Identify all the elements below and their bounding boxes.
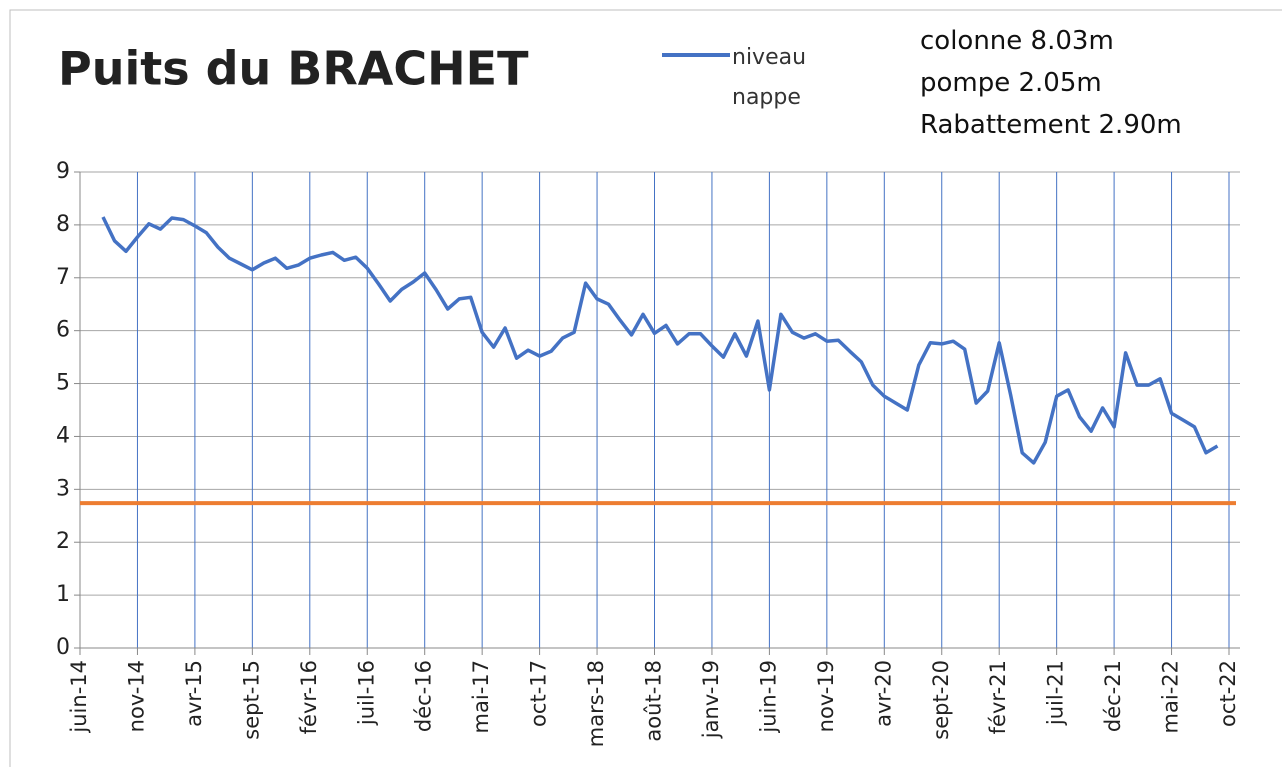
annotation: colonne 8.03m bbox=[920, 26, 1114, 56]
chart-title: Puits du BRACHET bbox=[58, 42, 529, 96]
x-tick-label: nov-14 bbox=[124, 660, 148, 732]
annotation: Rabattement 2.90m bbox=[920, 110, 1182, 140]
x-tick-label: août-18 bbox=[642, 660, 666, 742]
x-tick-label: janv-19 bbox=[699, 660, 723, 739]
x-tick-label: sept-15 bbox=[239, 660, 263, 740]
x-tick-label: avr-20 bbox=[871, 660, 895, 727]
y-tick-label: 3 bbox=[56, 476, 70, 501]
annotation: pompe 2.05m bbox=[920, 68, 1102, 98]
x-tick-label: déc-16 bbox=[412, 660, 436, 732]
x-tick-label: nov-19 bbox=[814, 660, 838, 732]
x-tick-label: mai-22 bbox=[1159, 660, 1183, 733]
x-tick-label: sept-20 bbox=[929, 660, 953, 740]
y-tick-label: 9 bbox=[56, 159, 70, 184]
x-tick-label: déc-21 bbox=[1101, 660, 1125, 732]
data-line bbox=[101, 216, 1219, 465]
x-tick-label: mars-18 bbox=[584, 660, 608, 747]
x-tick-label: juil-21 bbox=[1044, 660, 1068, 726]
x-tick-label: juin-14 bbox=[67, 660, 91, 734]
y-tick-label: 1 bbox=[56, 582, 70, 607]
x-tick-label: oct-17 bbox=[527, 660, 551, 727]
x-tick-label: févr-21 bbox=[986, 660, 1010, 734]
y-tick-label: 7 bbox=[56, 265, 70, 290]
x-tick-label: févr-16 bbox=[297, 660, 321, 734]
y-tick-label: 4 bbox=[56, 423, 70, 448]
y-tick-label: 0 bbox=[56, 635, 70, 660]
legend-label: niveau nappe bbox=[732, 45, 807, 110]
y-tick-label: 2 bbox=[56, 529, 70, 554]
y-tick-label: 8 bbox=[56, 212, 70, 237]
x-tick-label: juin-19 bbox=[756, 660, 780, 734]
x-tick-label: avr-15 bbox=[182, 660, 206, 727]
y-tick-label: 6 bbox=[56, 318, 70, 343]
frame bbox=[9, 9, 1282, 767]
x-tick-label: oct-22 bbox=[1216, 660, 1240, 727]
x-tick-label: juil-16 bbox=[354, 660, 378, 726]
x-tick-label: mai-17 bbox=[469, 660, 493, 733]
y-tick-label: 5 bbox=[56, 371, 70, 396]
